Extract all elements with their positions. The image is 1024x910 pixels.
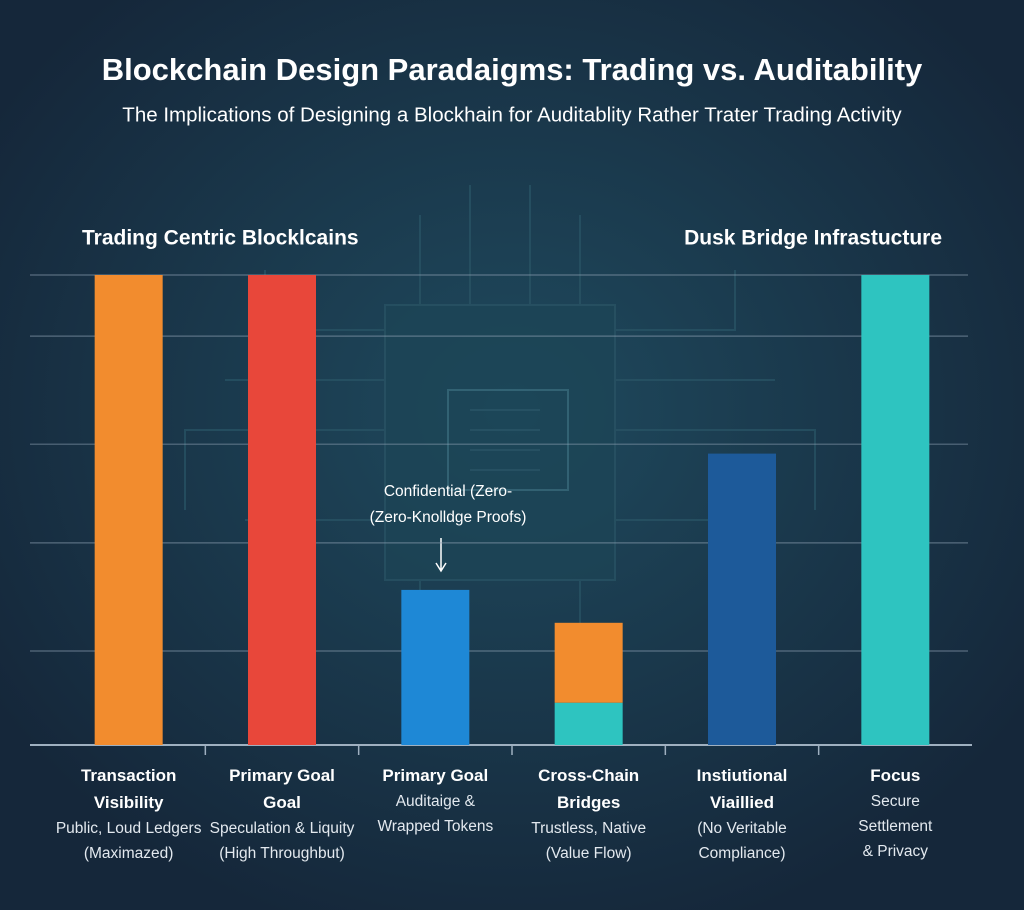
category-title: Transaction Visibility [80, 766, 177, 812]
circuit-decoration [184, 185, 816, 640]
category-description: (High Throughbut) [219, 845, 345, 862]
bar-segment [554, 702, 623, 745]
category-title: Cross-Chain Bridges [538, 766, 640, 812]
group-label: Trading Centric Blocklcains [82, 227, 359, 250]
group-label: Dusk Bridge Infrastucture [684, 227, 942, 250]
annotation: Confidential (Zero- [384, 483, 512, 500]
bar-segment [554, 622, 623, 703]
category-label: Instiutional Viaillied (No Veritable Compl… [667, 762, 817, 866]
category-description: Trustless, Native [531, 820, 647, 837]
chart-subtitle: The Implications of Designing a Blockhai… [122, 103, 902, 126]
category-description: (No Veritable [697, 820, 787, 837]
category-description: & Privacy [862, 843, 929, 860]
category-description: Secure [870, 793, 920, 810]
bar [861, 275, 930, 745]
category-title: Primary Goal [382, 766, 489, 785]
bar [248, 275, 316, 745]
category-label: Cross-Chain Bridges Trustless, Native (Val… [514, 762, 664, 866]
category-label: Focus Secure Settlement & Privacy [820, 762, 970, 864]
category-title: Primary Goal Goal [229, 766, 335, 812]
chart-title: Blockchain Design Paradaigms: Trading vs… [102, 52, 923, 87]
category-title: Instiutional Viaillied [696, 766, 788, 812]
category-description: Settlement [858, 818, 933, 835]
bar [708, 453, 776, 745]
bar [401, 589, 470, 745]
annotation: (Zero-Knolldge Proofs) [370, 509, 527, 526]
category-description: Public, Loud Ledgers [55, 820, 202, 837]
category-description: Wrapped Tokens [377, 818, 494, 835]
category-label: Transaction Visibility Public, Loud Ledge… [54, 762, 204, 866]
category-description: Compliance) [698, 845, 786, 862]
category-label: Primary Goal Auditaige & Wrapped Tokens [360, 762, 510, 839]
category-description: Auditaige & [395, 793, 475, 810]
category-description: (Value Flow) [545, 845, 632, 862]
bar [94, 275, 163, 745]
category-description: Speculation & Liquity [209, 820, 355, 837]
category-label: Primary Goal Goal Speculation & Liquity (H… [207, 762, 357, 866]
category-title: Focus [870, 766, 921, 785]
category-description: (Maximazed) [83, 845, 174, 862]
